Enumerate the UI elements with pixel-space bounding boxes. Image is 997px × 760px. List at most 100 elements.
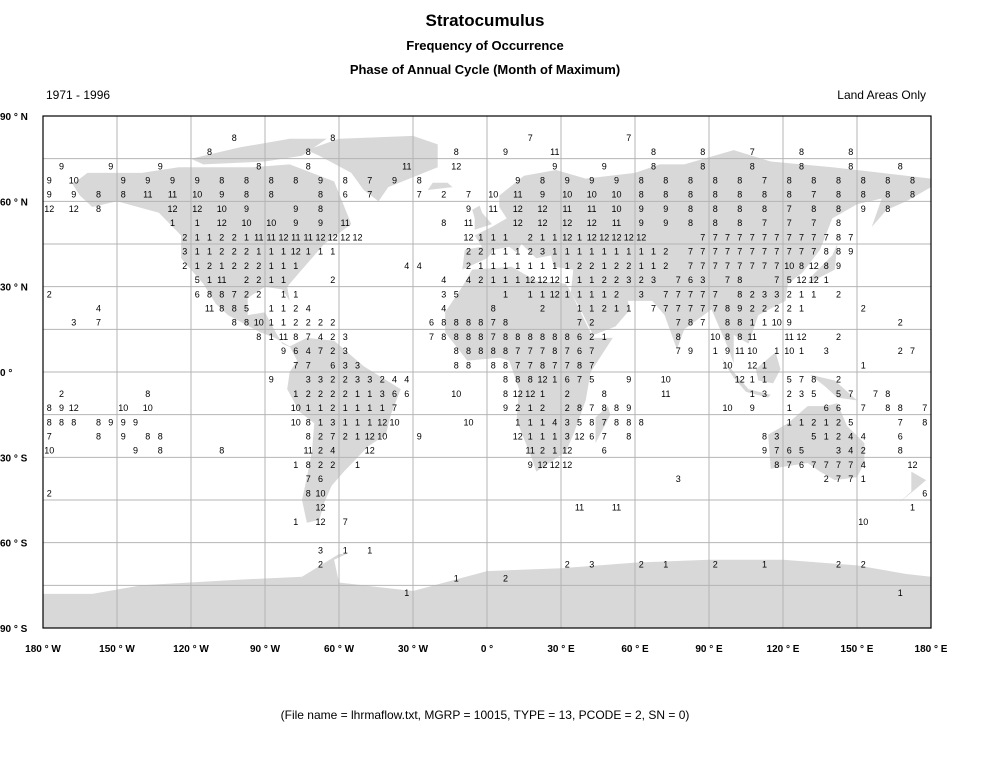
cell-value: 2 [515, 403, 520, 413]
cell-value: 3 [355, 360, 360, 370]
cell-value: 1 [589, 275, 594, 285]
cell-value: 7 [515, 346, 520, 356]
cell-value: 11 [785, 332, 794, 342]
land-new-guinea [810, 374, 857, 401]
cell-value: 12 [291, 247, 301, 257]
cell-value: 7 [602, 432, 607, 442]
cell-value: 7 [306, 332, 311, 342]
cell-value: 8 [96, 417, 101, 427]
cell-value: 9 [318, 218, 323, 228]
cell-value: 11 [279, 332, 288, 342]
cell-value: 8 [503, 318, 508, 328]
cell-value: 10 [118, 403, 128, 413]
cell-value: 1 [195, 261, 200, 271]
cell-value: 9 [269, 375, 274, 385]
cell-value: 9 [121, 176, 126, 186]
land-sumatra-java [721, 357, 771, 398]
cell-value: 8 [799, 147, 804, 157]
cell-value: 2 [898, 318, 903, 328]
cell-value: 8 [306, 417, 311, 427]
cell-value: 1 [343, 417, 348, 427]
cell-value: 1 [861, 474, 866, 484]
cell-value: 9 [121, 432, 126, 442]
cell-value: 9 [503, 403, 508, 413]
cell-value: 2 [639, 275, 644, 285]
cell-value: 10 [377, 432, 387, 442]
cell-value: 7 [725, 261, 730, 271]
cell-value: 4 [404, 375, 409, 385]
cell-value: 1 [269, 261, 274, 271]
cell-value: 1 [811, 289, 816, 299]
cell-value: 1 [861, 360, 866, 370]
map-subtitle: Frequency of Occurrence [406, 38, 564, 53]
cell-value: 1 [491, 275, 496, 285]
cell-value: 2 [330, 332, 335, 342]
cell-value: 8 [306, 432, 311, 442]
cell-value: 8 [59, 417, 64, 427]
cell-value: 1 [293, 389, 298, 399]
cell-value: 7 [700, 318, 705, 328]
cell-value: 1 [281, 261, 286, 271]
map-frame [42, 115, 932, 629]
cell-value: 1 [269, 247, 274, 257]
cell-value: 1 [528, 261, 533, 271]
cell-value: 8 [848, 161, 853, 171]
cell-value: 9 [663, 218, 668, 228]
cell-value: 8 [454, 318, 459, 328]
cell-value: 1 [503, 275, 508, 285]
cell-value: 2 [219, 247, 224, 257]
cell-value: 8 [503, 332, 508, 342]
cell-value: 11 [550, 147, 559, 157]
cell-value: 12 [537, 204, 547, 214]
cell-value: 12 [587, 218, 597, 228]
cell-value: 1 [540, 432, 545, 442]
cell-value: 2 [232, 232, 237, 242]
cell-value: 7 [552, 360, 557, 370]
cell-value: 8 [861, 176, 866, 186]
cell-value: 7 [700, 304, 705, 314]
cell-value: 8 [676, 332, 681, 342]
cell-value: 11 [217, 275, 226, 285]
cell-value: 10 [772, 318, 782, 328]
year-range: 1971 - 1996 [46, 88, 111, 102]
cell-value: 8 [589, 417, 594, 427]
cell-value: 8 [885, 190, 890, 200]
cell-value: 7 [787, 247, 792, 257]
cell-value: 11 [526, 446, 535, 456]
cell-value: 8 [725, 318, 730, 328]
cell-value: 9 [195, 176, 200, 186]
cell-value: 8 [330, 133, 335, 143]
cell-value: 7 [700, 247, 705, 257]
cell-value: 8 [207, 289, 212, 299]
cell-value: 12 [167, 204, 177, 214]
land-areas-note: Land Areas Only [837, 88, 926, 102]
cell-value: 2 [330, 275, 335, 285]
cell-value: 7 [824, 460, 829, 470]
cell-value: 8 [836, 190, 841, 200]
cell-value: 9 [133, 417, 138, 427]
cell-value: 7 [676, 346, 681, 356]
cell-value: 1 [799, 346, 804, 356]
cell-value: 7 [873, 389, 878, 399]
cell-value: 4 [848, 432, 853, 442]
cell-value: 1 [577, 232, 582, 242]
cell-value: 3 [367, 375, 372, 385]
cell-value: 8 [639, 417, 644, 427]
cell-value: 10 [587, 190, 597, 200]
cell-value: 9 [552, 161, 557, 171]
cell-value: 2 [232, 247, 237, 257]
cell-value: 1 [515, 261, 520, 271]
cell-value: 8 [491, 360, 496, 370]
cell-value: 9 [663, 204, 668, 214]
cell-value: 8 [491, 304, 496, 314]
cell-value: 11 [291, 232, 300, 242]
cell-value: 2 [244, 289, 249, 299]
cell-value: 2 [306, 389, 311, 399]
cell-value: 2 [466, 247, 471, 257]
cell-value: 7 [898, 417, 903, 427]
cell-value: 1 [552, 232, 557, 242]
cell-value: 4 [861, 460, 866, 470]
lon-tick-label: 60 ° E [621, 644, 649, 655]
cell-value: 8 [515, 332, 520, 342]
cell-value: 1 [269, 304, 274, 314]
